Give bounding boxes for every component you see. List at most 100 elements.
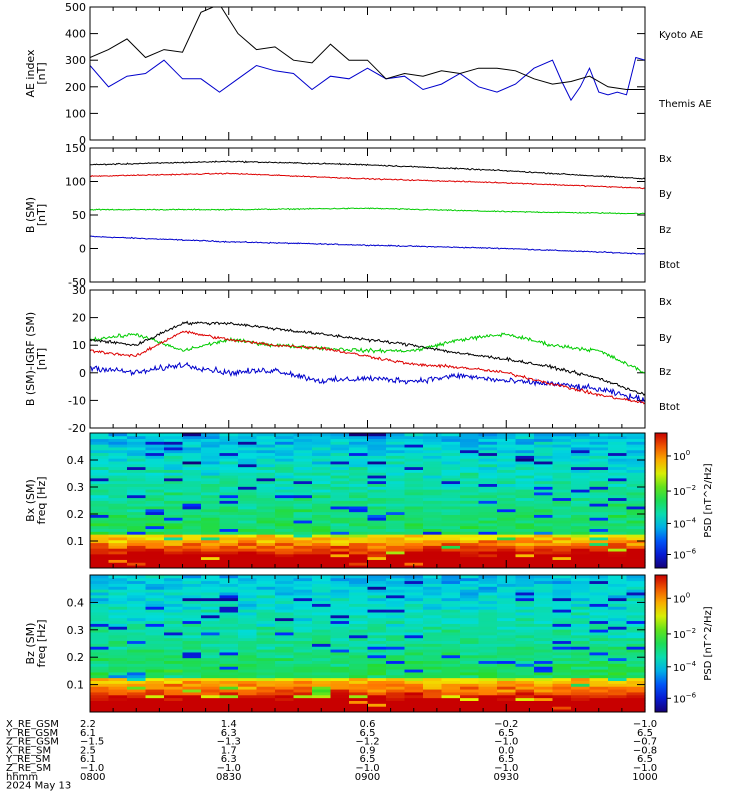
- legend-bx: Bx: [659, 154, 672, 165]
- spectrogram-cell: [219, 542, 239, 546]
- spectrogram-cell: [182, 586, 202, 590]
- spectrogram-cell: [478, 614, 498, 619]
- spectrogram-cell: [145, 506, 165, 510]
- ephemeris-value: 6.5: [360, 754, 376, 765]
- spectrogram-cell: [90, 643, 110, 647]
- spectrogram-cell: [386, 583, 406, 587]
- spectrogram-cell: [589, 672, 609, 676]
- spectrogram-cell: [460, 686, 480, 690]
- spectrogram-cell: [589, 449, 609, 454]
- spectrogram-cell: [275, 449, 295, 454]
- spectrogram-cell: [534, 480, 554, 485]
- spectrogram-cell: [201, 575, 221, 579]
- spectrogram-cell: [108, 612, 128, 616]
- spectrogram-cell: [571, 455, 591, 459]
- spectrogram-cell: [182, 508, 202, 513]
- spectrogram-cell: [349, 660, 369, 664]
- spectrogram-cell: [238, 703, 258, 707]
- spectrogram-cell: [293, 606, 313, 610]
- spectrogram-cell: [386, 674, 406, 679]
- spectrogram-cell: [626, 455, 646, 459]
- spectrogram-cell: [367, 612, 387, 616]
- spectrogram-cell: [589, 623, 609, 627]
- spectrogram-cell: [90, 689, 110, 693]
- spectrogram-cell: [515, 548, 535, 552]
- spectrogram-cell: [478, 643, 498, 647]
- spectrogram-cell: [108, 503, 128, 507]
- spectrogram-cell: [201, 674, 221, 679]
- spectrogram-cell: [423, 575, 443, 579]
- spectrogram-cell: [497, 623, 517, 627]
- spectrogram-cell: [367, 463, 387, 468]
- spectrogram-cell: [534, 680, 554, 684]
- spectrogram-cell: [571, 449, 591, 454]
- spectrogram-cell: [626, 689, 646, 693]
- spectrogram-cell: [552, 517, 572, 521]
- spectrogram-cell: [478, 463, 498, 468]
- spectrogram-cell: [460, 629, 480, 633]
- spectrogram-cell: [608, 492, 628, 496]
- spectrogram-cell: [293, 438, 313, 442]
- spectrogram-cell: [349, 449, 369, 454]
- spectrogram-cell: [534, 517, 554, 521]
- spectrogram-cell: [312, 606, 332, 610]
- spectrogram-cell: [275, 669, 295, 673]
- spectrogram-cell: [201, 433, 221, 437]
- spectrogram-cell: [127, 669, 147, 673]
- spectrogram-cell: [404, 511, 424, 515]
- spectrogram-cell: [219, 444, 239, 448]
- spectrogram-cell: [552, 697, 572, 701]
- spectrogram-cell: [367, 677, 387, 681]
- spectrogram-cell: [367, 689, 387, 693]
- spectrogram-cell: [127, 483, 147, 487]
- spectrogram-cell: [515, 545, 535, 549]
- spectrogram-cell: [108, 686, 128, 690]
- spectrogram-cell: [626, 592, 646, 596]
- spectrogram-cell: [423, 586, 443, 590]
- ephemeris-value: 0800: [80, 772, 105, 783]
- spectrogram-cell: [571, 580, 591, 584]
- spectrogram-cell: [441, 463, 461, 468]
- spectrogram-cell: [293, 449, 313, 454]
- spectrogram-cell: [626, 686, 646, 690]
- colorbar-tick-label: 10−4: [673, 516, 697, 530]
- spectrogram-cell: [330, 614, 350, 619]
- spectrogram-cell: [275, 706, 295, 710]
- spectrogram-cell: [201, 614, 221, 619]
- spectrogram-cell: [571, 469, 591, 473]
- spectrogram-cell: [608, 672, 628, 676]
- spectrogram-cell: [423, 666, 443, 670]
- spectrogram-cell: [441, 447, 461, 451]
- spectrogram-cell: [219, 652, 239, 656]
- spectrogram-cell: [330, 700, 350, 704]
- spectrogram-cell: [497, 478, 517, 482]
- spectrogram-cell: [367, 592, 387, 596]
- spectrogram-cell: [145, 528, 165, 532]
- spectrogram-cell: [367, 545, 387, 549]
- spectrogram-cell: [367, 461, 387, 465]
- spectrogram-cell: [534, 597, 554, 602]
- spectrogram-cell: [182, 562, 202, 566]
- spectrogram-cell: [201, 632, 221, 636]
- spectrogram-cell: [312, 643, 332, 647]
- spectrogram-cell: [515, 657, 535, 662]
- spectrogram-cell: [90, 634, 110, 639]
- spectrogram-cell: [386, 534, 406, 538]
- spectrogram-cell: [312, 441, 332, 445]
- spectrogram-cell: [386, 539, 406, 544]
- ephemeris-value: 1.7: [221, 745, 237, 756]
- spectrogram-cell: [238, 672, 258, 676]
- spectrogram-cell: [108, 438, 128, 442]
- spectrogram-cell: [90, 612, 110, 616]
- spectrogram-cell: [441, 589, 461, 593]
- spectrogram-cell: [256, 461, 276, 465]
- spectrogram-cell: [90, 506, 110, 510]
- spectrogram-cell: [219, 594, 239, 599]
- spectrogram-cell: [127, 478, 147, 482]
- spectrogram-cell: [238, 677, 258, 681]
- spectrogram-cell: [275, 694, 295, 699]
- spectrogram-cell: [386, 623, 406, 627]
- y-tick-label: 100: [65, 176, 86, 189]
- spectrogram-cell: [108, 562, 128, 566]
- spectrogram-cell: [238, 517, 258, 521]
